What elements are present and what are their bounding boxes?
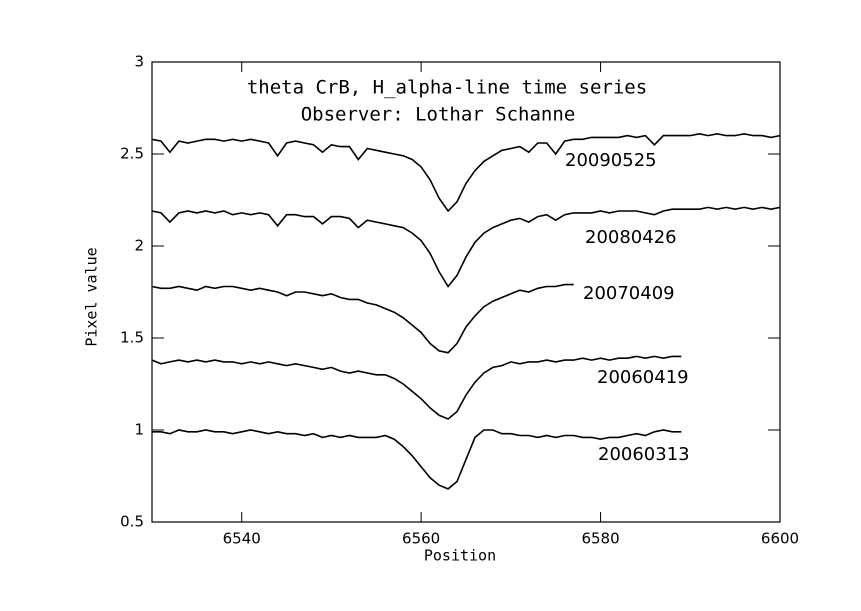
series-label: 20090525 [565,150,657,171]
x-axis-label: Position [424,547,496,565]
spectrum-line [151,283,574,354]
x-tick-label: 6580 [581,530,619,548]
y-tick-label: 0.5 [120,513,144,531]
y-tick-label: 1.5 [120,329,144,347]
y-tick-label: 2.5 [120,145,144,163]
spectrum-line [151,132,781,213]
y-tick-label: 2 [134,237,144,255]
chart-subtitle: Observer: Lothar Schanne [301,104,576,126]
series-label: 20080426 [585,227,677,248]
x-tick-label: 6560 [402,530,440,548]
y-tick-label: 3 [134,53,144,71]
series-label: 20070409 [583,283,675,304]
y-tick-label: 1 [134,421,144,439]
series-label: 20060419 [597,367,689,388]
series-label: 20060313 [598,444,690,465]
spectrum-line [151,206,781,288]
spectrum-line [152,429,682,490]
spectrum-line [151,355,682,420]
chart-title: theta CrB, H_alpha-line time series [247,77,647,99]
plot-frame [151,61,781,523]
y-axis-label: Pixel value [83,247,101,346]
x-tick-label: 6600 [761,530,799,548]
x-tick-label: 6540 [223,530,261,548]
